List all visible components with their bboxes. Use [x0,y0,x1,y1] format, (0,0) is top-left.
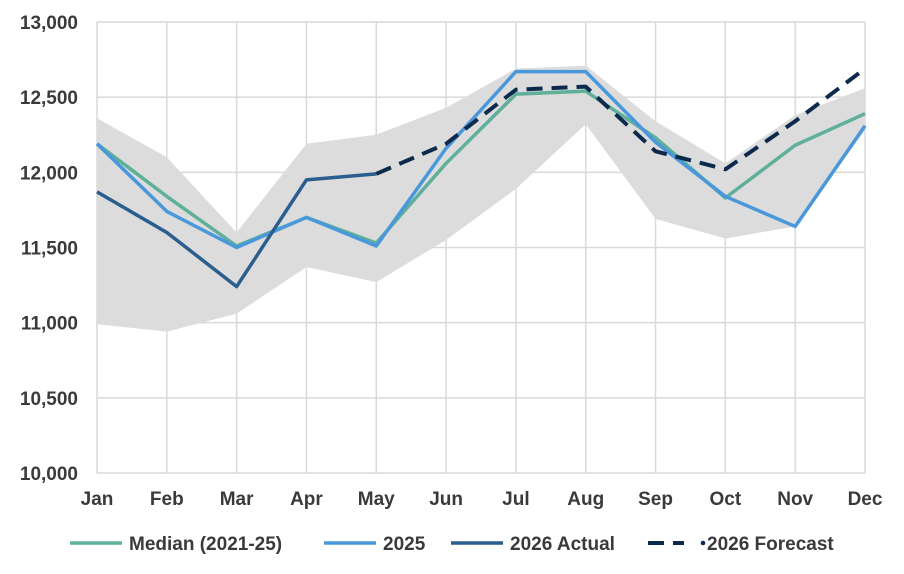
x-tick-label: Nov [777,489,813,510]
legend: Median (2021-25) 2025 2026 Actual 2026 Fore… [70,534,834,555]
series-line-2026-actual [96,172,377,289]
x-tick-label: Jul [502,489,529,510]
x-tick-label: Dec [848,489,883,510]
range-band-layer [97,65,865,332]
legend-label: 2025 [383,534,426,555]
y-tick-label: 10,000 [20,464,78,485]
x-tick-label: Jun [429,489,463,510]
y-tick-label: 11,500 [21,239,78,260]
axis-labels: 10,000 10,500 11,000 11,500 12,000 12,500 13,0… [20,13,883,510]
legend-item-2026-forecast: 2026 Forecast [648,534,834,555]
series-line-median-2021-25 [95,89,866,248]
series-line-2025 [95,69,867,250]
x-tick-label: Jan [81,489,114,510]
legend-label: 2026 Forecast [707,534,834,555]
x-tick-label: Feb [150,489,184,510]
x-tick-label: Sep [638,489,673,510]
series-line-2026-forecast [375,67,867,176]
x-tick-label: Apr [290,489,323,510]
legend-label: 2026 Actual [510,534,615,555]
series-layer [95,67,867,289]
legend-label: Median (2021-25) [129,534,282,555]
x-tick-label: May [358,489,395,510]
legend-swatch-dot [700,540,706,546]
y-tick-label: 13,000 [20,13,78,34]
y-tick-label: 10,500 [20,389,78,410]
legend-item-2026-actual: 2026 Actual [451,534,615,555]
x-tick-label: Aug [567,489,604,510]
y-tick-label: 12,500 [20,88,78,109]
legend-item-2025: 2025 [324,534,426,555]
legend-item-median-2021-25: Median (2021-25) [70,534,282,555]
x-tick-label: Oct [710,489,742,510]
range-band [97,65,865,332]
y-tick-label: 11,000 [21,314,78,335]
y-tick-label: 12,000 [20,163,78,184]
x-tick-label: Mar [220,489,254,510]
